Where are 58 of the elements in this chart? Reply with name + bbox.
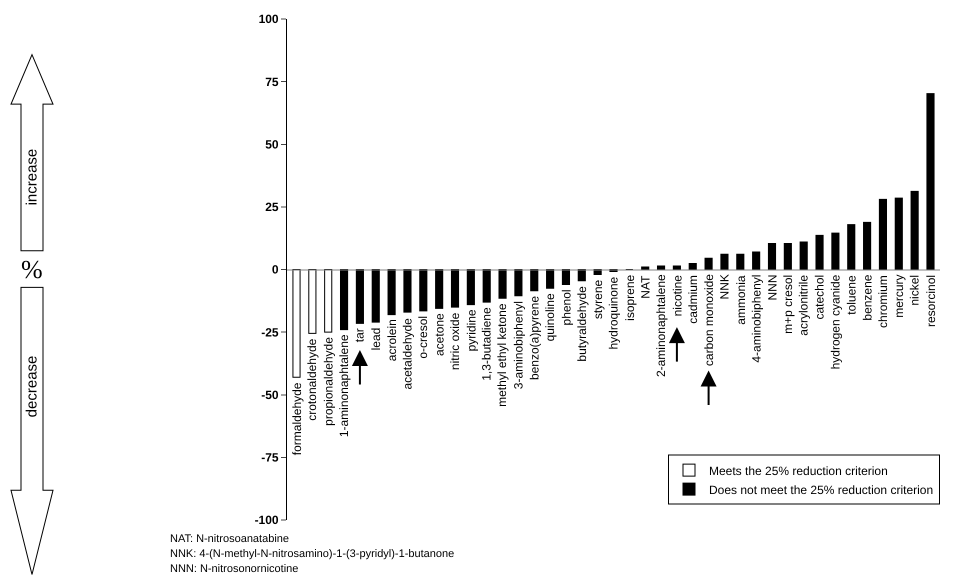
x-tick-label: 1-aminonaphtalene — [336, 334, 351, 438]
x-tick-label: 3-aminobiphenyl — [512, 301, 526, 390]
y-tick-label: 75 — [265, 74, 279, 89]
x-tick-label: tar — [352, 328, 367, 342]
x-tick-label: catechol — [812, 274, 827, 320]
legend-label: Does not meet the 25% reduction criterion — [709, 482, 934, 497]
y-tick-label: 100 — [258, 12, 279, 26]
text: NNK: 4-(N-methyl-N-nitrosamino)-1-(3-pyridyl)-1-butanone — [170, 548, 454, 560]
y-tick-label: 25 — [265, 200, 279, 214]
y-tick-label: -75 — [261, 450, 279, 465]
x-tick-label: NNK — [717, 274, 732, 300]
text: % — [21, 255, 43, 284]
x-tick-label: formaldehyde — [290, 382, 304, 456]
x-tick-label: mercury — [892, 274, 906, 318]
x-tick-label: propionaldehyde — [322, 336, 336, 426]
x-tick-label: lead — [369, 328, 384, 350]
x-tick-label: 2-aminonaphtalene — [654, 274, 668, 378]
x-tick-label: pyridine — [464, 309, 478, 352]
legend-label: Meets the 25% reduction criterion — [709, 464, 888, 478]
y-tick-label: -25 — [261, 325, 279, 340]
y-tick-label: -50 — [261, 388, 279, 402]
y-tick-label: -100 — [254, 513, 279, 528]
x-tick-label: ammonia — [734, 275, 748, 325]
text: decrease — [24, 356, 41, 418]
x-tick-label: styrene — [591, 279, 606, 320]
x-tick-label: quinoline — [542, 293, 557, 342]
x-tick-label: NNN — [766, 274, 780, 300]
x-tick-label: acetaldehyde — [400, 318, 414, 390]
x-tick-label: acetone — [432, 312, 446, 356]
x-tick-label: o-cresol — [416, 316, 430, 359]
y-tick-label: 0 — [272, 262, 279, 277]
x-tick-label: benzo(a)pyrene — [527, 296, 542, 380]
x-tick-label: resorcinol — [924, 274, 938, 327]
y-tick-label: 50 — [265, 137, 279, 152]
x-tick-label: nitric oxide — [448, 312, 462, 370]
x-tick-label: nicotine — [670, 274, 684, 316]
x-tick-label: methyl ethyl ketone — [495, 303, 510, 407]
x-tick-label: isoprene — [622, 274, 637, 321]
x-tick-label: cadmium — [686, 275, 700, 324]
x-tick-label: nickel — [908, 274, 922, 306]
x-tick-label: toluene — [844, 275, 859, 315]
x-tick-label: NAT — [638, 274, 653, 299]
x-tick-label: 4-aminobiphenyl — [750, 274, 764, 363]
x-tick-label: butyraldehyde — [575, 286, 590, 362]
text: NNN: N-nitrosonornicotine — [170, 563, 298, 575]
x-tick-label: m+p cresol — [780, 274, 795, 334]
text: NAT: N-nitrosoanatabine — [170, 533, 290, 545]
x-tick-label: hydroquinone — [606, 276, 620, 350]
x-tick-label: acrylonitrile — [796, 274, 811, 336]
x-tick-label: phenol — [559, 289, 574, 326]
x-tick-label: carbon monoxide — [702, 274, 716, 366]
x-tick-label: 1,3-butadiene — [480, 307, 494, 381]
x-tick-label: hydrogen cyanide — [828, 274, 842, 370]
text: increase — [24, 148, 41, 206]
x-tick-label: chromium — [876, 275, 890, 328]
x-tick-label: crotonaldehyde — [304, 338, 319, 421]
x-tick-label: acrolein — [385, 319, 400, 362]
x-tick-label: benzene — [860, 274, 875, 321]
